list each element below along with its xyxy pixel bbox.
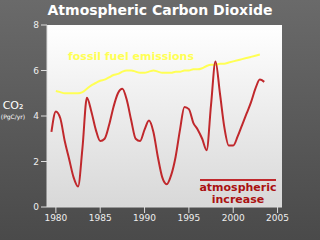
html-text:(PgC/yr): (PgC/yr)	[0, 113, 26, 120]
svg-text:1985: 1985	[89, 213, 112, 223]
html-text:Atmospheric Carbon Dioxide: Atmospheric Carbon Dioxide	[47, 2, 273, 18]
svg-text:1990: 1990	[133, 213, 156, 223]
svg-text:2: 2	[33, 157, 39, 167]
svg-text:0: 0	[33, 202, 39, 212]
html-text:atmospheric increase: atmospheric increase	[199, 181, 277, 206]
svg-text:1980: 1980	[44, 213, 67, 223]
svg-text:8: 8	[33, 20, 39, 30]
svg-text:4: 4	[33, 111, 39, 121]
svg-text:2005: 2005	[266, 213, 289, 223]
svg-text:2000: 2000	[222, 213, 245, 223]
svg-text:1995: 1995	[177, 213, 200, 223]
svg-text:6: 6	[33, 66, 39, 76]
html-text:CO₂: CO₂	[2, 99, 24, 112]
html-text:fossil fuel emissions: fossil fuel emissions	[68, 50, 194, 63]
